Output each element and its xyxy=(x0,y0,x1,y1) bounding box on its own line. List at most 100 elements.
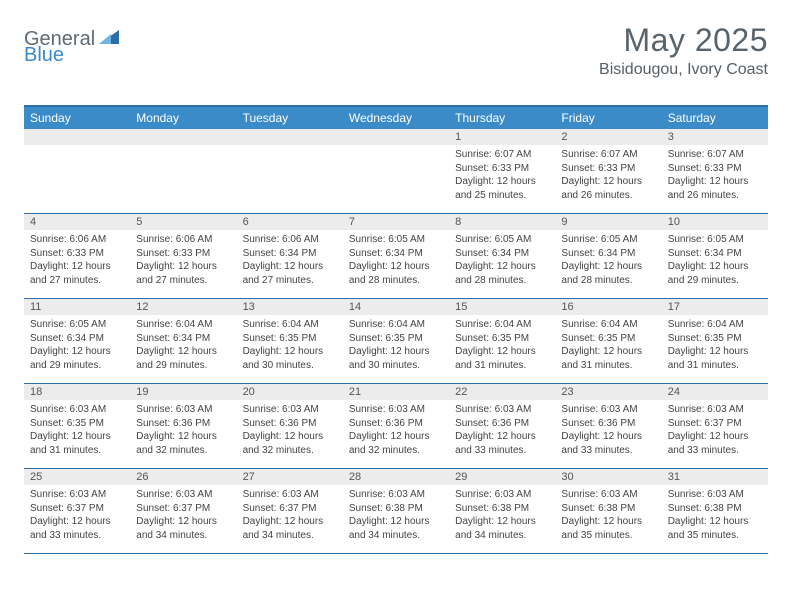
sunset-line: Sunset: 6:36 PM xyxy=(136,417,230,431)
weeks-container: 1Sunrise: 6:07 AMSunset: 6:33 PMDaylight… xyxy=(24,129,768,554)
sunrise-line: Sunrise: 6:03 AM xyxy=(136,488,230,502)
title-block: May 2025 Bisidougou, Ivory Coast xyxy=(599,22,768,79)
sunrise-line: Sunrise: 6:06 AM xyxy=(136,233,230,247)
day-number: 1 xyxy=(449,129,555,145)
sunrise-line: Sunrise: 6:05 AM xyxy=(349,233,443,247)
sunset-line: Sunset: 6:38 PM xyxy=(455,502,549,516)
cell-body: Sunrise: 6:05 AMSunset: 6:34 PMDaylight:… xyxy=(662,230,768,293)
cell-body: Sunrise: 6:06 AMSunset: 6:33 PMDaylight:… xyxy=(130,230,236,293)
sunset-line: Sunset: 6:35 PM xyxy=(561,332,655,346)
calendar-cell: 8Sunrise: 6:05 AMSunset: 6:34 PMDaylight… xyxy=(449,214,555,298)
cell-body xyxy=(237,145,343,154)
calendar-cell: 15Sunrise: 6:04 AMSunset: 6:35 PMDayligh… xyxy=(449,299,555,383)
sunset-line: Sunset: 6:34 PM xyxy=(136,332,230,346)
sunset-line: Sunset: 6:33 PM xyxy=(668,162,762,176)
day-number: 3 xyxy=(662,129,768,145)
sunrise-line: Sunrise: 6:06 AM xyxy=(243,233,337,247)
calendar-cell: 7Sunrise: 6:05 AMSunset: 6:34 PMDaylight… xyxy=(343,214,449,298)
calendar-cell: 14Sunrise: 6:04 AMSunset: 6:35 PMDayligh… xyxy=(343,299,449,383)
day-number: 10 xyxy=(662,214,768,230)
day-number: 11 xyxy=(24,299,130,315)
cell-body xyxy=(343,145,449,154)
calendar-week: 4Sunrise: 6:06 AMSunset: 6:33 PMDaylight… xyxy=(24,214,768,299)
daylight-line: Daylight: 12 hours and 28 minutes. xyxy=(455,260,549,287)
sunset-line: Sunset: 6:38 PM xyxy=(668,502,762,516)
sunrise-line: Sunrise: 6:03 AM xyxy=(349,488,443,502)
cell-body: Sunrise: 6:03 AMSunset: 6:36 PMDaylight:… xyxy=(449,400,555,463)
calendar-cell: 12Sunrise: 6:04 AMSunset: 6:34 PMDayligh… xyxy=(130,299,236,383)
sunrise-line: Sunrise: 6:07 AM xyxy=(455,148,549,162)
daylight-line: Daylight: 12 hours and 32 minutes. xyxy=(349,430,443,457)
sunset-line: Sunset: 6:34 PM xyxy=(561,247,655,261)
day-number: 21 xyxy=(343,384,449,400)
calendar-cell: 13Sunrise: 6:04 AMSunset: 6:35 PMDayligh… xyxy=(237,299,343,383)
daylight-line: Daylight: 12 hours and 33 minutes. xyxy=(561,430,655,457)
calendar-cell xyxy=(24,129,130,213)
sunset-line: Sunset: 6:38 PM xyxy=(349,502,443,516)
sunset-line: Sunset: 6:34 PM xyxy=(243,247,337,261)
daylight-line: Daylight: 12 hours and 34 minutes. xyxy=(136,515,230,542)
sunrise-line: Sunrise: 6:05 AM xyxy=(668,233,762,247)
dow-sunday: Sunday xyxy=(24,107,130,129)
calendar-cell: 11Sunrise: 6:05 AMSunset: 6:34 PMDayligh… xyxy=(24,299,130,383)
day-number: 7 xyxy=(343,214,449,230)
cell-body: Sunrise: 6:03 AMSunset: 6:38 PMDaylight:… xyxy=(662,485,768,548)
calendar-week: 1Sunrise: 6:07 AMSunset: 6:33 PMDaylight… xyxy=(24,129,768,214)
calendar-cell: 17Sunrise: 6:04 AMSunset: 6:35 PMDayligh… xyxy=(662,299,768,383)
cell-body: Sunrise: 6:04 AMSunset: 6:35 PMDaylight:… xyxy=(449,315,555,378)
sunrise-line: Sunrise: 6:03 AM xyxy=(243,403,337,417)
dow-wednesday: Wednesday xyxy=(343,107,449,129)
day-number xyxy=(130,129,236,145)
sunrise-line: Sunrise: 6:04 AM xyxy=(349,318,443,332)
cell-body xyxy=(24,145,130,154)
calendar-cell: 29Sunrise: 6:03 AMSunset: 6:38 PMDayligh… xyxy=(449,469,555,553)
calendar-cell xyxy=(237,129,343,213)
calendar-week: 18Sunrise: 6:03 AMSunset: 6:35 PMDayligh… xyxy=(24,384,768,469)
calendar-cell: 20Sunrise: 6:03 AMSunset: 6:36 PMDayligh… xyxy=(237,384,343,468)
cell-body: Sunrise: 6:03 AMSunset: 6:35 PMDaylight:… xyxy=(24,400,130,463)
daylight-line: Daylight: 12 hours and 28 minutes. xyxy=(349,260,443,287)
cell-body: Sunrise: 6:05 AMSunset: 6:34 PMDaylight:… xyxy=(24,315,130,378)
calendar-cell: 16Sunrise: 6:04 AMSunset: 6:35 PMDayligh… xyxy=(555,299,661,383)
calendar-cell: 25Sunrise: 6:03 AMSunset: 6:37 PMDayligh… xyxy=(24,469,130,553)
daylight-line: Daylight: 12 hours and 31 minutes. xyxy=(668,345,762,372)
cell-body xyxy=(130,145,236,154)
dow-friday: Friday xyxy=(555,107,661,129)
daylight-line: Daylight: 12 hours and 27 minutes. xyxy=(136,260,230,287)
cell-body: Sunrise: 6:04 AMSunset: 6:35 PMDaylight:… xyxy=(237,315,343,378)
daylight-line: Daylight: 12 hours and 26 minutes. xyxy=(668,175,762,202)
cell-body: Sunrise: 6:03 AMSunset: 6:38 PMDaylight:… xyxy=(449,485,555,548)
calendar-cell: 5Sunrise: 6:06 AMSunset: 6:33 PMDaylight… xyxy=(130,214,236,298)
daylight-line: Daylight: 12 hours and 31 minutes. xyxy=(30,430,124,457)
calendar-cell: 23Sunrise: 6:03 AMSunset: 6:36 PMDayligh… xyxy=(555,384,661,468)
calendar-cell xyxy=(130,129,236,213)
sunrise-line: Sunrise: 6:04 AM xyxy=(561,318,655,332)
dow-tuesday: Tuesday xyxy=(237,107,343,129)
day-number: 23 xyxy=(555,384,661,400)
sunrise-line: Sunrise: 6:03 AM xyxy=(30,403,124,417)
daylight-line: Daylight: 12 hours and 29 minutes. xyxy=(136,345,230,372)
daylight-line: Daylight: 12 hours and 29 minutes. xyxy=(668,260,762,287)
day-of-week-row: Sunday Monday Tuesday Wednesday Thursday… xyxy=(24,107,768,129)
sunrise-line: Sunrise: 6:06 AM xyxy=(30,233,124,247)
sunrise-line: Sunrise: 6:04 AM xyxy=(243,318,337,332)
cell-body: Sunrise: 6:05 AMSunset: 6:34 PMDaylight:… xyxy=(555,230,661,293)
calendar-cell: 21Sunrise: 6:03 AMSunset: 6:36 PMDayligh… xyxy=(343,384,449,468)
sunset-line: Sunset: 6:35 PM xyxy=(243,332,337,346)
cell-body: Sunrise: 6:03 AMSunset: 6:37 PMDaylight:… xyxy=(662,400,768,463)
logo-line2: Blue xyxy=(24,44,64,67)
cell-body: Sunrise: 6:04 AMSunset: 6:34 PMDaylight:… xyxy=(130,315,236,378)
cell-body: Sunrise: 6:07 AMSunset: 6:33 PMDaylight:… xyxy=(449,145,555,208)
daylight-line: Daylight: 12 hours and 30 minutes. xyxy=(349,345,443,372)
day-number: 25 xyxy=(24,469,130,485)
daylight-line: Daylight: 12 hours and 26 minutes. xyxy=(561,175,655,202)
cell-body: Sunrise: 6:03 AMSunset: 6:36 PMDaylight:… xyxy=(555,400,661,463)
day-number: 5 xyxy=(130,214,236,230)
daylight-line: Daylight: 12 hours and 31 minutes. xyxy=(455,345,549,372)
day-number: 20 xyxy=(237,384,343,400)
sunrise-line: Sunrise: 6:03 AM xyxy=(30,488,124,502)
calendar-cell: 10Sunrise: 6:05 AMSunset: 6:34 PMDayligh… xyxy=(662,214,768,298)
daylight-line: Daylight: 12 hours and 33 minutes. xyxy=(30,515,124,542)
daylight-line: Daylight: 12 hours and 32 minutes. xyxy=(243,430,337,457)
day-number: 18 xyxy=(24,384,130,400)
